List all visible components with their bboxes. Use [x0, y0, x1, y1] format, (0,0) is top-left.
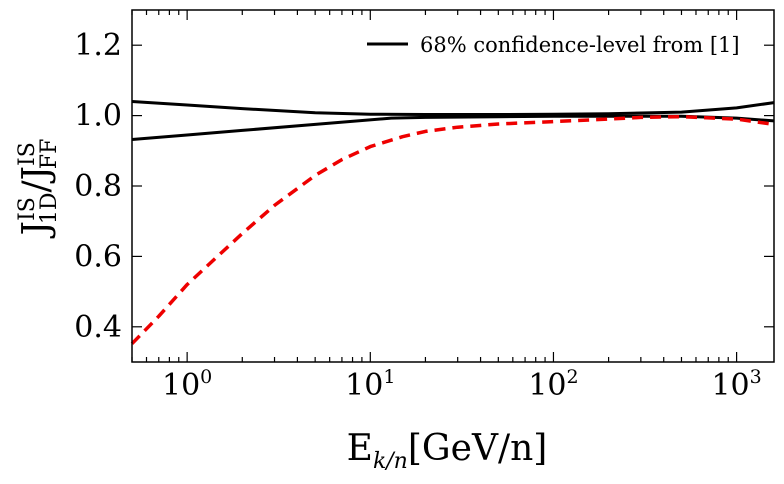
- y-tick-label: 0.6: [74, 239, 122, 274]
- series-line-0: [131, 100, 775, 116]
- x-tick-label: 103: [711, 366, 761, 403]
- x-axis-label: Ek/n[GeV/n]: [347, 428, 548, 474]
- y-tick-label: 0.4: [74, 310, 122, 345]
- legend: 68% confidence-level from [1]: [367, 33, 740, 57]
- x-tick-label: 100: [162, 366, 212, 403]
- plot-frame: [131, 9, 775, 363]
- series-layer: [130, 100, 775, 345]
- x-tick-label: 101: [345, 366, 395, 403]
- series-line-2: [130, 114, 775, 345]
- tick-layer: 100 101 102 103 0.4 0.6 0.8 1.0 1.2: [74, 10, 774, 403]
- x-tick-label: 102: [528, 366, 578, 403]
- y-tick-label: 1.2: [74, 28, 122, 63]
- legend-label: 68% confidence-level from [1]: [420, 33, 740, 57]
- y-tick-label: 0.8: [74, 169, 122, 204]
- y-axis-label: JIS1D/JISFF: [15, 139, 62, 240]
- y-tick-label: 1.0: [74, 99, 122, 134]
